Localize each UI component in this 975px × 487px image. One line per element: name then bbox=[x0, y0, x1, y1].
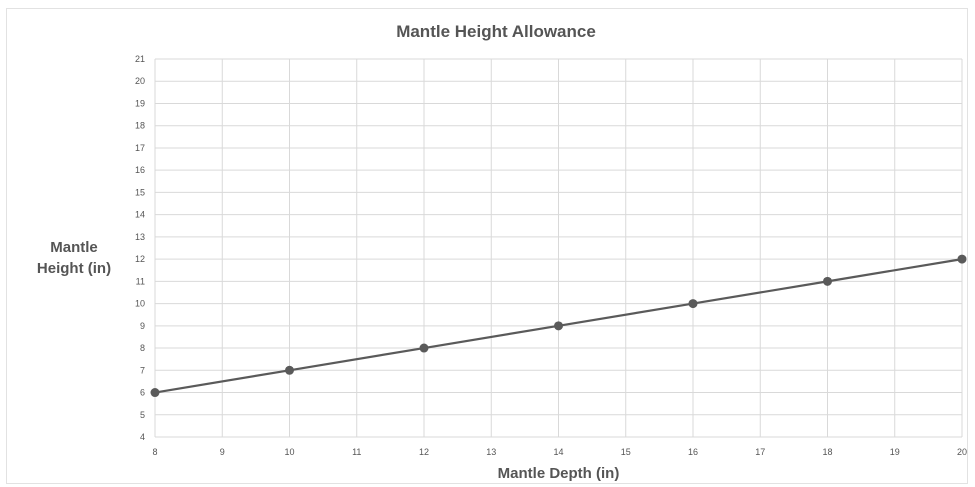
x-tick-label: 8 bbox=[152, 447, 157, 457]
y-tick-label: 17 bbox=[135, 143, 145, 153]
data-point bbox=[285, 366, 294, 375]
x-tick-label: 16 bbox=[688, 447, 698, 457]
y-tick-label: 7 bbox=[140, 365, 145, 375]
x-tick-label: 12 bbox=[419, 447, 429, 457]
y-tick-label: 15 bbox=[135, 187, 145, 197]
x-tick-label: 19 bbox=[890, 447, 900, 457]
y-tick-label: 5 bbox=[140, 410, 145, 420]
data-point bbox=[420, 344, 429, 353]
x-tick-label: 9 bbox=[220, 447, 225, 457]
y-tick-label: 10 bbox=[135, 299, 145, 309]
data-point bbox=[151, 388, 160, 397]
x-tick-label: 15 bbox=[621, 447, 631, 457]
y-tick-label: 20 bbox=[135, 76, 145, 86]
y-tick-label: 21 bbox=[135, 54, 145, 64]
y-tick-label: 4 bbox=[140, 432, 145, 442]
data-point bbox=[958, 255, 967, 264]
x-tick-label: 20 bbox=[957, 447, 967, 457]
y-tick-label: 14 bbox=[135, 210, 145, 220]
data-point bbox=[554, 321, 563, 330]
y-tick-label: 12 bbox=[135, 254, 145, 264]
data-point bbox=[689, 299, 698, 308]
x-tick-label: 18 bbox=[822, 447, 832, 457]
y-tick-label: 11 bbox=[136, 276, 145, 286]
x-tick-label: 17 bbox=[755, 447, 765, 457]
y-tick-label: 8 bbox=[140, 343, 145, 353]
y-tick-label: 16 bbox=[135, 165, 145, 175]
x-tick-label: 11 bbox=[352, 447, 361, 457]
y-tick-label: 19 bbox=[135, 98, 145, 108]
x-tick-label: 10 bbox=[284, 447, 294, 457]
x-tick-label: 14 bbox=[553, 447, 563, 457]
y-tick-label: 6 bbox=[140, 388, 145, 398]
y-tick-label: 9 bbox=[140, 321, 145, 331]
data-point bbox=[823, 277, 832, 286]
y-tick-label: 13 bbox=[135, 232, 145, 242]
y-tick-label: 18 bbox=[135, 121, 145, 131]
x-tick-label: 13 bbox=[486, 447, 496, 457]
